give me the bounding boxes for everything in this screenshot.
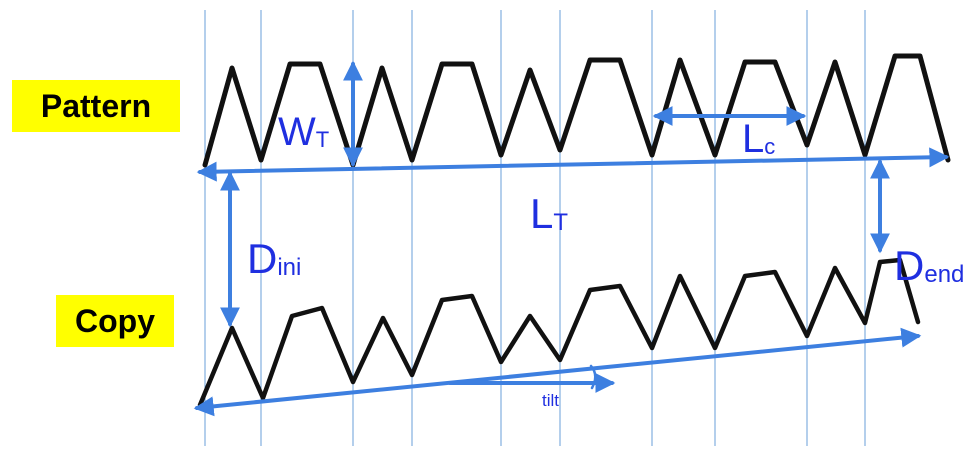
lt-arrow	[196, 147, 950, 182]
lt-label: LT	[530, 190, 568, 237]
dini-sub: ini	[277, 254, 301, 281]
dini-label: Dini	[247, 235, 301, 282]
tilt-angle-arc	[589, 364, 597, 390]
dini-main: D	[247, 235, 277, 282]
lt-main: L	[530, 190, 553, 237]
lc-sub: c	[764, 134, 775, 159]
lt-sub: T	[553, 209, 568, 236]
copy-label: Copy	[56, 295, 174, 347]
copy-trace	[197, 257, 921, 408]
tilt-label: tilt	[542, 391, 559, 410]
copy-baseline-arrow	[193, 327, 922, 417]
wt-sub: T	[316, 127, 329, 152]
wt-main: W	[278, 110, 316, 154]
lc-label: Lc	[742, 117, 775, 161]
wt-label: WT	[278, 110, 329, 154]
dend-sub: end	[924, 261, 964, 288]
dend-main: D	[894, 242, 924, 289]
arrows	[193, 60, 950, 417]
pattern-label: Pattern	[12, 80, 180, 132]
dend-label: Dend	[894, 242, 964, 289]
pattern-trace	[202, 53, 951, 168]
lc-main: L	[742, 117, 764, 161]
